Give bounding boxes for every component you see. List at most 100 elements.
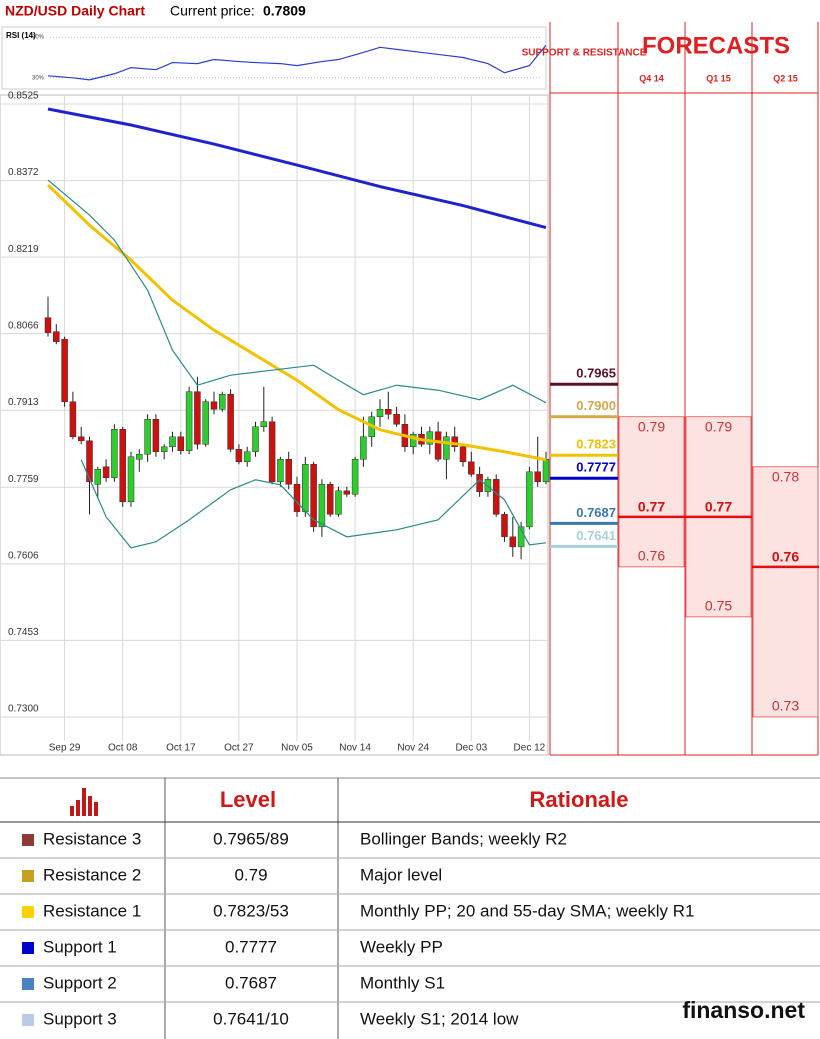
candle-body — [335, 490, 342, 515]
y-tick-label: 0.8372 — [8, 167, 39, 178]
row-rationale: Bollinger Bands; weekly R2 — [360, 829, 567, 848]
candle-body — [434, 431, 442, 460]
candle-body — [393, 413, 400, 425]
x-tick-label: Nov 05 — [281, 743, 313, 754]
candle-body — [326, 484, 334, 515]
candle-body — [194, 391, 201, 445]
y-tick-label: 0.8219 — [8, 244, 39, 255]
row-rationale: Monthly PP; 20 and 55-day SMA; weekly R1 — [360, 901, 695, 920]
table-header: Rationale — [529, 787, 628, 812]
forecast-low: 0.75 — [705, 598, 732, 614]
candle-body — [534, 471, 541, 483]
rsi-tick-label: 70% — [32, 35, 45, 41]
level-label: 0.7823 — [576, 437, 616, 452]
candle-body — [202, 401, 209, 445]
candle-body — [376, 408, 384, 417]
candle-body — [492, 479, 500, 515]
y-tick-label: 0.8066 — [8, 320, 39, 331]
level-label: 0.7687 — [576, 505, 616, 520]
row-rationale: Weekly PP — [360, 937, 443, 956]
candle-body — [94, 469, 102, 485]
candle-body — [526, 471, 533, 528]
candle-body — [385, 408, 392, 415]
candle-body — [185, 391, 193, 452]
forecast-high: 0.79 — [638, 418, 665, 434]
forecast-low: 0.73 — [772, 698, 799, 714]
row-level: 0.79 — [234, 865, 267, 884]
candle-body — [44, 317, 52, 333]
rsi-tick-label: 30% — [32, 75, 45, 81]
candle-body — [53, 331, 60, 342]
row-name: Support 2 — [43, 973, 117, 992]
candle-body — [260, 421, 268, 428]
x-tick-label: Dec 03 — [455, 743, 487, 754]
candle-body — [277, 459, 284, 483]
forecast-high: 0.78 — [772, 468, 799, 484]
rsi-title: RSI (14) — [6, 31, 36, 40]
candle-body — [152, 418, 160, 453]
candle-body — [243, 451, 251, 463]
candle-body — [409, 434, 417, 448]
candle-body — [310, 464, 317, 528]
watermark: finanso.net — [682, 997, 805, 1023]
candle-body — [119, 429, 126, 503]
candle-body — [360, 436, 367, 460]
forecast-median-label: 0.77 — [638, 499, 665, 515]
forecast-title: FORECASTS — [642, 32, 790, 59]
candle-body — [127, 456, 135, 503]
row-rationale: Weekly S1; 2014 low — [360, 1009, 519, 1028]
candle-body — [542, 459, 550, 483]
forecast-median-label: 0.76 — [772, 549, 799, 565]
period-label: Q1 15 — [706, 73, 731, 83]
period-label: Q4 14 — [639, 73, 664, 83]
candle-body — [285, 459, 292, 485]
row-name: Resistance 3 — [43, 829, 141, 848]
rsi-panel — [1, 26, 547, 90]
indicator-line — [47, 179, 547, 404]
row-name: Support 3 — [43, 1009, 117, 1028]
row-level: 0.7687 — [225, 973, 277, 992]
y-tick-label: 0.7453 — [8, 627, 39, 638]
forecast-low: 0.76 — [638, 548, 665, 564]
candle-body — [227, 393, 234, 450]
chart-title: NZD/USD Daily Chart — [5, 3, 145, 19]
candle-body — [102, 466, 110, 479]
y-tick-label: 0.8525 — [8, 91, 39, 102]
row-level: 0.7641/10 — [213, 1009, 289, 1028]
candle-body — [451, 436, 458, 448]
candle-body — [509, 536, 517, 548]
indicator-line — [47, 107, 547, 230]
rsi-line — [47, 44, 547, 81]
candle-body — [484, 479, 492, 493]
candle-body — [252, 426, 259, 453]
row-swatch — [22, 906, 34, 918]
candle-body — [351, 459, 359, 495]
x-tick-label: Nov 14 — [339, 743, 371, 754]
candle-body — [136, 454, 143, 460]
candle-body — [459, 446, 467, 463]
y-tick-label: 0.7300 — [8, 704, 39, 715]
level-label: 0.7900 — [576, 398, 616, 413]
x-tick-label: Dec 12 — [514, 743, 546, 754]
candle-body — [210, 401, 218, 410]
candle-body — [476, 474, 483, 493]
candle-body — [177, 436, 185, 452]
indicator-line — [80, 459, 547, 549]
row-level: 0.7823/53 — [213, 901, 289, 920]
row-swatch — [22, 978, 34, 990]
x-tick-label: Oct 17 — [166, 743, 196, 754]
level-label: 0.7641 — [576, 528, 616, 543]
y-tick-label: 0.7759 — [8, 474, 39, 485]
candle-body — [169, 436, 176, 448]
row-level: 0.7965/89 — [213, 829, 289, 848]
row-rationale: Monthly S1 — [360, 973, 445, 992]
x-tick-label: Oct 08 — [108, 743, 138, 754]
row-rationale: Major level — [360, 865, 442, 884]
sr-title: SUPPORT & RESISTANCE — [522, 48, 647, 59]
candle-body — [111, 429, 118, 479]
candle-body — [517, 526, 525, 548]
y-tick-label: 0.7606 — [8, 550, 39, 561]
candle-body — [235, 449, 243, 463]
row-swatch — [22, 834, 34, 846]
